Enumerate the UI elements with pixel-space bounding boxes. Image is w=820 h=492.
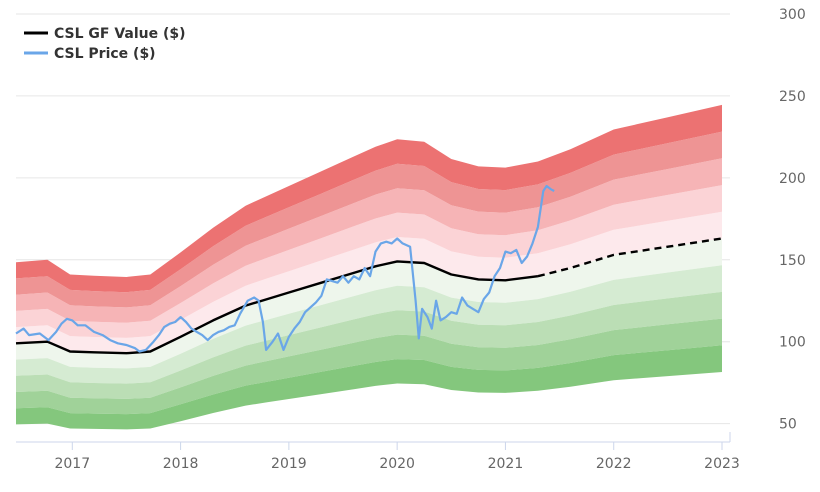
- y-tick-label-200: 200: [779, 171, 806, 187]
- band-lower-3: [16, 291, 722, 399]
- band-lower-2: [16, 265, 722, 384]
- legend: CSL GF Value ($) CSL Price ($): [24, 26, 186, 62]
- series-lines: [15, 184, 723, 355]
- y-tick-label-150: 150: [779, 253, 806, 269]
- price-line: [15, 184, 555, 353]
- x-tick-label-2020: 2020: [379, 456, 415, 472]
- x-tick-label-2019: 2019: [271, 456, 307, 472]
- band-lower-5: [16, 345, 722, 430]
- x-tick-label-2017: 2017: [54, 456, 90, 472]
- x-tick-label-2023: 2023: [704, 456, 740, 472]
- band-upper-1: [16, 211, 722, 354]
- band-upper-2: [16, 185, 722, 338]
- band-upper-4: [16, 131, 722, 308]
- legend-label-gf-value: CSL GF Value ($): [54, 26, 186, 42]
- y-tick-label-300: 300: [779, 7, 806, 23]
- band-lower-1: [16, 238, 722, 369]
- y-tick-label-100: 100: [779, 335, 806, 351]
- y-tick-label-250: 250: [779, 89, 806, 105]
- axes: 50 100 150 200 250 300 2017 2018 2019 2020 2021 202…: [16, 7, 806, 472]
- legend-label-price: CSL Price ($): [54, 46, 156, 62]
- gf-value-bands: [16, 104, 722, 430]
- x-tick-label-2022: 2022: [596, 456, 632, 472]
- gf-value-line: [15, 260, 539, 355]
- gf-value-projected-line: [537, 237, 723, 278]
- y-tick-label-50: 50: [779, 417, 797, 433]
- band-lower-4: [16, 318, 722, 415]
- band-upper-3: [16, 158, 722, 323]
- band-upper-5: [16, 104, 722, 293]
- x-tick-label-2021: 2021: [488, 456, 524, 472]
- x-tick-label-2018: 2018: [163, 456, 199, 472]
